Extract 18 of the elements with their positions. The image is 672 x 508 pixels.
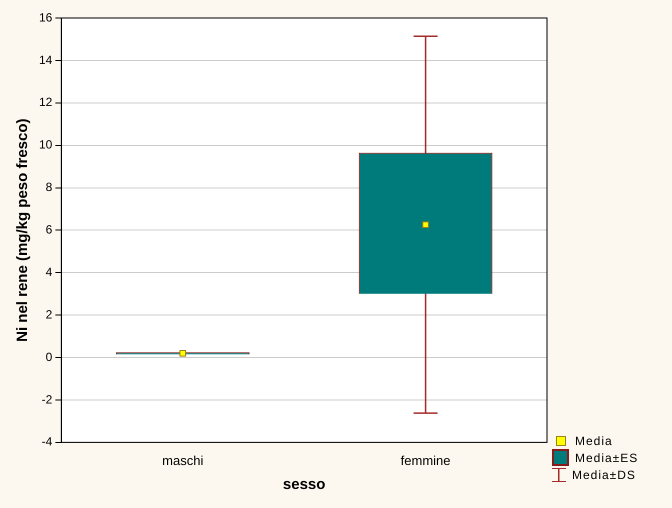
y-tick-label: 0 bbox=[46, 350, 53, 364]
legend-label: Media bbox=[575, 434, 613, 448]
y-tick-label: 8 bbox=[46, 180, 53, 194]
text: Media±DS bbox=[572, 468, 636, 482]
x-tick-label: maschi bbox=[162, 452, 204, 468]
y-tick-label: 16 bbox=[38, 10, 53, 24]
y-axis-title: Ni nel rene (mg/kg peso fresco) bbox=[14, 118, 32, 342]
y-tick-label: 10 bbox=[38, 138, 53, 152]
y-tick-label: 2 bbox=[46, 307, 53, 322]
x-axis-title: sesso bbox=[282, 476, 326, 494]
y-tick-label: 6 bbox=[46, 222, 53, 237]
y-tick-label: 4 bbox=[46, 264, 53, 279]
y-tick-label: -4 bbox=[42, 434, 53, 449]
y-tick-label: -2 bbox=[42, 392, 53, 406]
x-tick-label: femmine bbox=[400, 452, 451, 468]
y-tick-label: 14 bbox=[38, 52, 53, 67]
y-tick-label: 12 bbox=[38, 95, 53, 110]
legend-label: Media±ES bbox=[575, 450, 638, 464]
